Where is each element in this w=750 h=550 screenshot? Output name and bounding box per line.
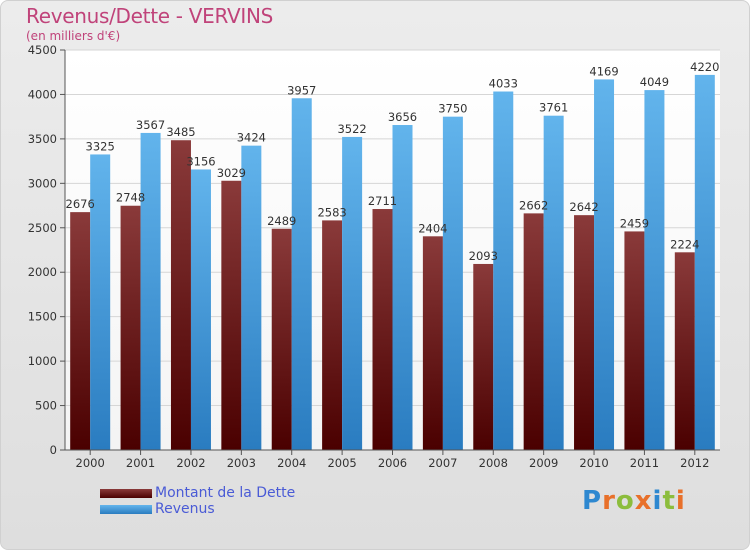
data-label-dette: 2459: [620, 216, 649, 230]
x-tick-label: 2005: [327, 456, 356, 470]
y-tick-label: 500: [35, 399, 57, 413]
x-tick-label: 2011: [630, 456, 659, 470]
y-tick-label: 3500: [28, 132, 57, 146]
legend-label-dette: Montant de la Dette: [155, 485, 296, 501]
data-label-revenus: 3750: [438, 102, 467, 116]
legend-swatch-dette: [100, 489, 152, 498]
bars: [70, 74, 715, 451]
y-tick-label: 4500: [28, 43, 57, 57]
x-tick-label: 2006: [378, 456, 407, 470]
data-label-revenus: 3424: [237, 131, 266, 145]
data-label-revenus: 4220: [690, 60, 719, 74]
y-tick-label: 4000: [28, 87, 57, 101]
bar-revenus: [543, 115, 564, 450]
bar-revenus: [291, 98, 312, 451]
x-tick-label: 2002: [176, 456, 205, 470]
x-tick-label: 2009: [529, 456, 558, 470]
axes: 0 500 1000 1500 2000 2500 3000 3500 4000 4500 2000…: [28, 43, 720, 470]
data-label-dette: 2224: [670, 237, 699, 251]
bar-dette: [221, 180, 242, 450]
y-tick-label: 3000: [28, 176, 57, 190]
bar-dette: [170, 140, 191, 450]
data-label-revenus: 3156: [186, 154, 215, 168]
bar-dette: [674, 252, 695, 450]
data-label-revenus: 3761: [539, 101, 568, 115]
legend-swatch-revenus: [100, 505, 152, 514]
bar-revenus: [140, 132, 161, 450]
logo-letter: i: [652, 486, 663, 516]
data-label-revenus: 4169: [589, 64, 618, 78]
bar-dette: [271, 228, 292, 450]
bar-revenus: [90, 154, 111, 450]
data-label-revenus: 3957: [287, 83, 316, 97]
logo-letter: o: [615, 486, 635, 516]
data-label-revenus: 3656: [388, 110, 417, 124]
data-label-dette: 2642: [569, 200, 598, 214]
x-tick-label: 2000: [76, 456, 105, 470]
x-tick-label: 2012: [680, 456, 709, 470]
chart-title: Revenus/Dette - VERVINS: [26, 4, 274, 28]
data-label-dette: 2093: [469, 249, 498, 263]
x-tick-label: 2010: [579, 456, 608, 470]
x-tick-label: 2008: [479, 456, 508, 470]
logo-letter: i: [675, 486, 686, 516]
data-label-dette: 2583: [317, 205, 346, 219]
data-label-revenus: 4049: [640, 75, 669, 89]
bar-dette: [322, 220, 343, 450]
data-label-revenus: 3325: [86, 139, 115, 153]
bar-dette: [523, 213, 544, 450]
logo-letter: t: [662, 486, 676, 516]
y-tick-label: 1500: [28, 310, 57, 324]
data-label-revenus: 4033: [489, 77, 518, 91]
bar-revenus: [594, 79, 615, 450]
chart-subtitle: (en milliers d'€): [26, 29, 121, 43]
y-tick-label: 2500: [28, 221, 57, 235]
legend-label-revenus: Revenus: [155, 501, 215, 517]
y-tick-label: 0: [50, 443, 57, 457]
logo-letter: r: [602, 486, 616, 516]
bar-dette: [422, 236, 443, 450]
bar-dette: [473, 263, 494, 450]
y-tick-label: 1000: [28, 354, 57, 368]
x-tick-label: 2001: [126, 456, 155, 470]
x-tick-label: 2007: [428, 456, 457, 470]
bar-dette: [120, 205, 141, 450]
bar-revenus: [493, 91, 514, 450]
bar-revenus: [392, 125, 413, 451]
data-label-dette: 2711: [368, 194, 397, 208]
bar-dette: [624, 231, 645, 450]
bar-revenus: [241, 145, 262, 450]
data-label-revenus: 3567: [136, 118, 165, 132]
data-label-dette: 3029: [217, 166, 246, 180]
proxiti-logo: Proxiti: [582, 486, 686, 516]
data-label-dette: 3485: [166, 125, 195, 139]
bar-revenus: [342, 136, 363, 450]
bar-dette: [574, 215, 595, 450]
logo-letter: P: [582, 486, 603, 516]
x-tick-label: 2003: [227, 456, 256, 470]
logo-letter: x: [634, 486, 653, 516]
bar-revenus: [442, 116, 463, 451]
bar-revenus: [190, 169, 211, 450]
data-label-dette: 2662: [519, 198, 548, 212]
data-label-revenus: 3522: [337, 122, 366, 136]
data-label-dette: 2748: [116, 191, 145, 205]
bar-revenus: [644, 90, 665, 450]
bar-dette: [372, 209, 393, 450]
x-tick-label: 2004: [277, 456, 306, 470]
bar-dette: [70, 212, 91, 450]
data-label-dette: 2676: [66, 197, 95, 211]
y-tick-label: 2000: [28, 265, 57, 279]
bar-revenus: [694, 74, 715, 450]
data-label-dette: 2489: [267, 214, 296, 228]
data-label-dette: 2404: [418, 221, 447, 235]
